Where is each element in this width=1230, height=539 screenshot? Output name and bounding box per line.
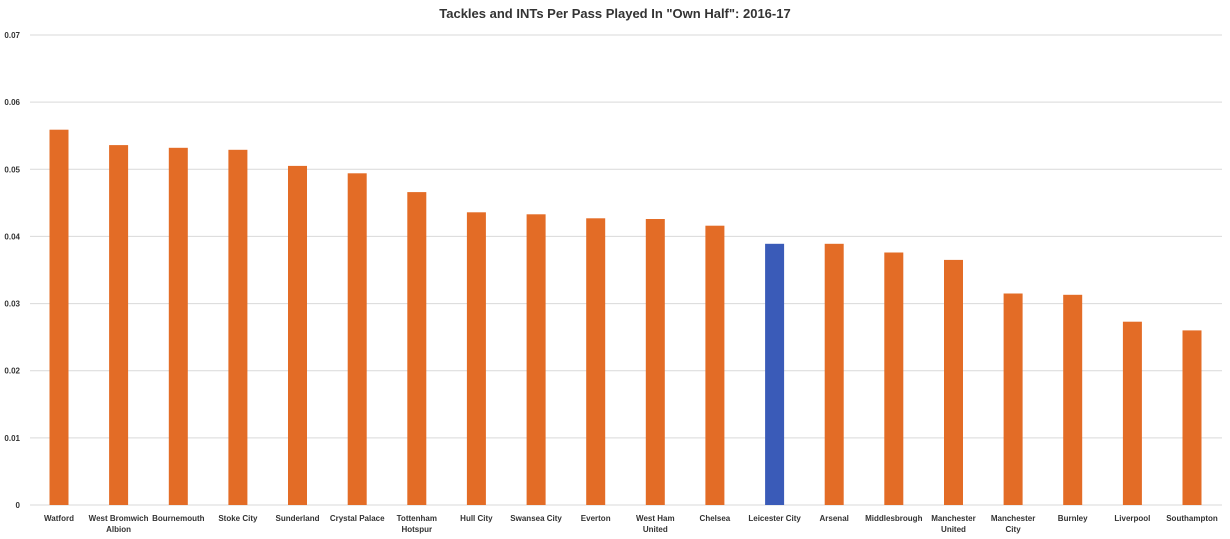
x-tick-label: Manchester City [991,514,1035,534]
bar-burnley [1063,294,1083,505]
x-tick-label: Stoke City [218,514,258,523]
bar-manchester-united [944,259,963,505]
y-tick-label: 0.06 [4,98,20,107]
bar-watford [49,129,69,505]
chart-title: Tackles and INTs Per Pass Played In "Own… [439,6,790,21]
x-tick-label: West Bromwich Albion [89,514,149,534]
y-tick-label: 0.07 [4,31,20,40]
gridlines [30,34,1222,506]
y-tick-label: 0.05 [4,165,20,174]
bar-west-ham-united [645,219,665,505]
y-tick-label: 0.04 [4,232,20,241]
bar-sunderland [288,165,307,505]
bar-southampton [1182,330,1202,505]
x-tick-label: Burnley [1058,514,1088,523]
bar-hull-city [466,212,486,506]
bar-middlesbrough [884,252,904,505]
x-tick-label: Hull City [460,514,493,523]
x-tick-label: Everton [581,514,611,523]
x-tick-label: Sunderland [275,514,319,523]
bar-chelsea [705,225,725,505]
y-tick-label: 0.01 [4,434,20,443]
bar-bournemouth [168,147,188,506]
x-tick-label: Middlesbrough [865,514,922,523]
bar-crystal-palace [347,173,367,506]
x-tick-label: Bournemouth [152,514,205,523]
bar-arsenal [824,243,844,506]
x-tick-label: Tottenham Hotspur [397,514,437,534]
bar-swansea-city [526,214,546,506]
x-tick-label: Crystal Palace [330,514,385,523]
bar-leicester-city [765,243,785,506]
y-axis-ticks: 0 0.01 0.02 0.03 0.04 0.05 0.06 0.07 [4,31,20,510]
bar-manchester-city [1003,293,1023,505]
x-tick-label: Swansea City [510,514,562,523]
bar-tottenham-hotspur [407,192,427,505]
bar-liverpool [1122,321,1142,505]
x-tick-label: West Ham United [636,514,675,534]
x-tick-label: Arsenal [820,514,849,523]
y-tick-label: 0 [16,501,21,510]
x-tick-label: Chelsea [700,514,731,523]
bar-everton [586,218,606,506]
x-tick-label: Watford [44,514,74,523]
bar-west-bromwich-albion [109,145,129,505]
bar-stoke-city [228,149,248,506]
y-tick-label: 0.03 [4,300,20,309]
x-tick-label: Leicester City [748,514,801,523]
x-tick-label: Manchester United [931,514,975,534]
bars [49,129,1202,506]
x-tick-label: Southampton [1166,514,1218,523]
y-tick-label: 0.02 [4,367,20,376]
x-tick-label: Liverpool [1114,514,1150,523]
